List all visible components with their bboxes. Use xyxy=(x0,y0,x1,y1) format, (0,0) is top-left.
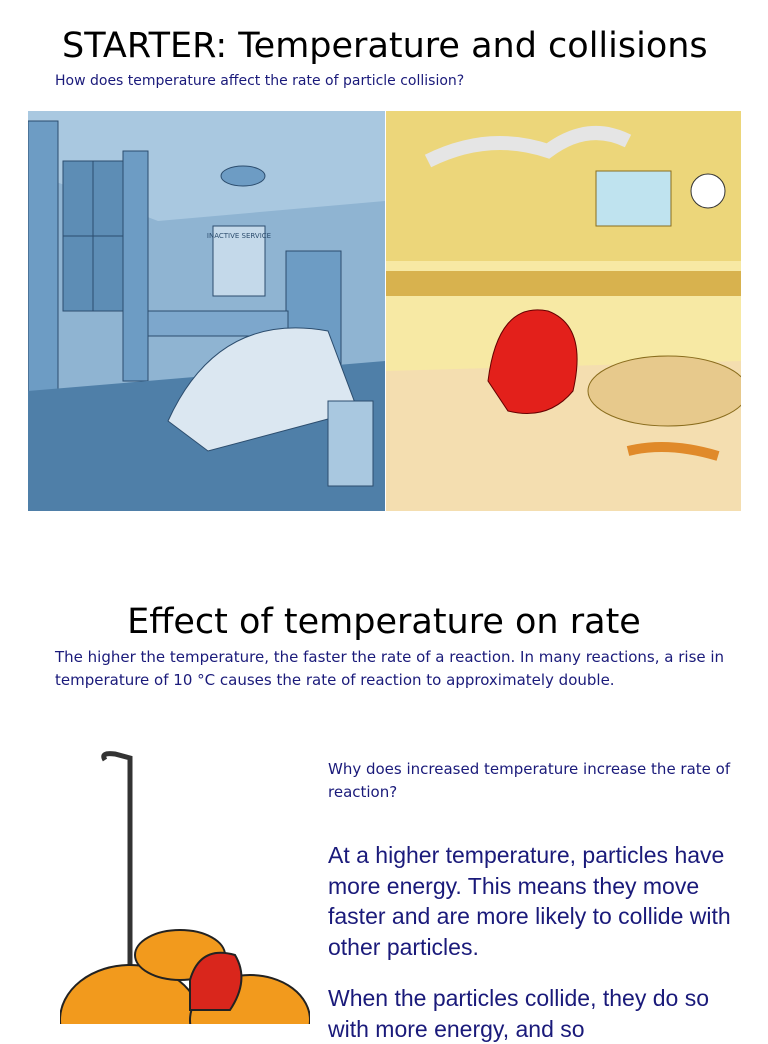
question-text: Why does increased temperature increase … xyxy=(328,760,731,801)
illustration: INACTIVE SERVICE xyxy=(28,111,741,511)
car-illustration xyxy=(60,751,310,1024)
slide-title: STARTER: Temperature and collisions xyxy=(62,26,708,66)
slide-subtitle: How does temperature affect the rate of … xyxy=(55,73,465,89)
slide-title: Effect of temperature on rate xyxy=(127,602,641,642)
poster-text: INACTIVE SERVICE xyxy=(207,232,271,240)
paragraph: At a higher temperature, particles have … xyxy=(328,842,731,960)
paragraph: When the particles collide, they do so w… xyxy=(328,985,709,1042)
intro-text: The higher the temperature, the faster t… xyxy=(55,648,725,689)
